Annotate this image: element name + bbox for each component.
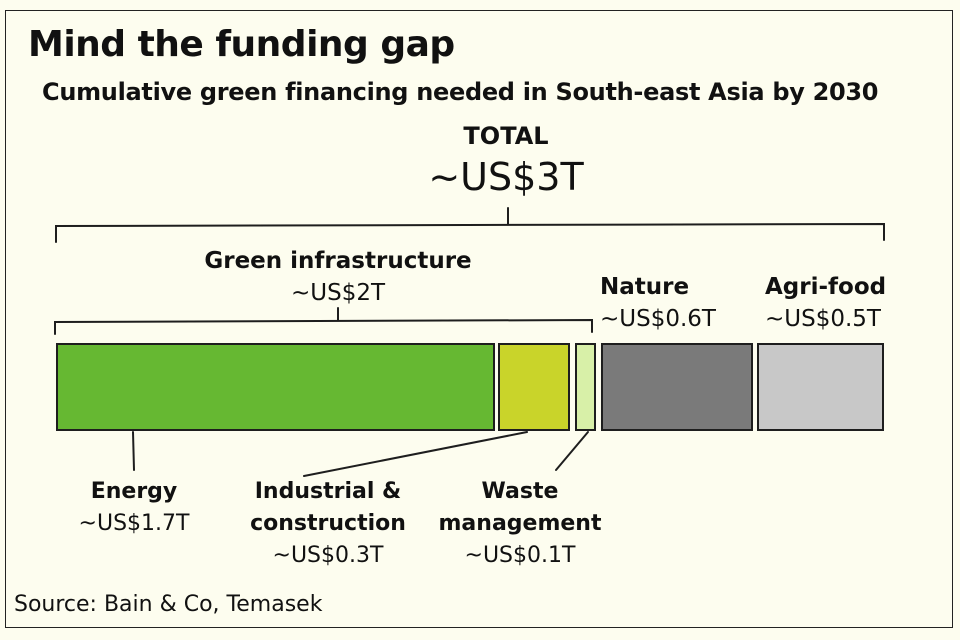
bar-agri-food xyxy=(757,343,884,431)
bar-energy xyxy=(56,343,495,431)
total-bracket xyxy=(55,222,885,243)
total-label: TOTAL xyxy=(463,122,549,150)
industrial-value: ~US$0.3T xyxy=(272,543,384,568)
chart-subtitle: Cumulative green financing needed in Sou… xyxy=(42,78,879,106)
chart-title: Mind the funding gap xyxy=(28,24,455,65)
nature-value: ~US$0.6T xyxy=(600,306,716,332)
industrial-leader xyxy=(303,431,528,477)
energy-label: Energy xyxy=(90,479,178,504)
waste-label-line1: Waste xyxy=(481,479,559,504)
industrial-annotation: Industrial & construction ~US$0.3T xyxy=(250,476,406,572)
green-infra-label: Green infrastructure xyxy=(204,248,472,274)
source-note: Source: Bain & Co, Temasek xyxy=(14,592,323,617)
nature-label: Nature xyxy=(600,274,690,300)
waste-leader xyxy=(555,431,589,471)
energy-annotation: Energy ~US$1.7T xyxy=(79,476,190,540)
total-value: ~US$3T xyxy=(428,155,584,199)
industrial-label-line2: construction xyxy=(250,511,406,536)
green-infra-bracket xyxy=(54,318,593,335)
chart-frame xyxy=(5,10,953,628)
industrial-label-line1: Industrial & xyxy=(254,479,402,504)
agri-food-label: Agri-food xyxy=(765,274,887,300)
bar-nature xyxy=(601,343,753,431)
bar-industrial-construction xyxy=(498,343,570,431)
agri-food-value: ~US$0.5T xyxy=(765,306,881,332)
energy-value: ~US$1.7T xyxy=(78,511,190,536)
waste-annotation: Waste management ~US$0.1T xyxy=(439,476,602,572)
waste-label-line2: management xyxy=(438,511,602,536)
bar-waste-management xyxy=(575,343,596,431)
energy-leader xyxy=(132,431,135,471)
waste-value: ~US$0.1T xyxy=(464,543,576,568)
green-infra-value: ~US$2T xyxy=(290,280,386,306)
